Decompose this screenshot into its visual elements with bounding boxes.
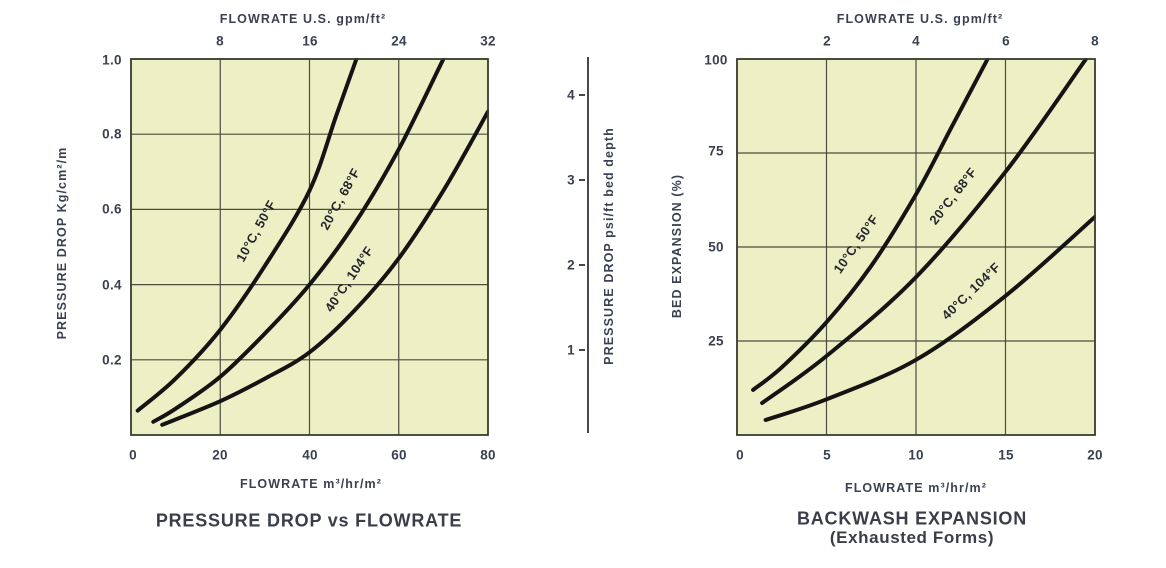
- left-chart-y-tick: 0.8: [102, 126, 122, 142]
- left-chart-x-tick: 40: [302, 447, 318, 463]
- left-chart-y-tick: 0.2: [102, 352, 122, 368]
- psi-tick-mark: [579, 179, 585, 181]
- left-chart-x-tick: 80: [480, 447, 496, 463]
- left-chart-top-axis-title: FLOWRATE U.S. gpm/ft²: [219, 12, 387, 26]
- right-chart-y-axis-title: BED EXPANSION (%): [670, 173, 684, 319]
- left-chart-top-tick: 16: [302, 33, 318, 49]
- right-chart-top-axis-title: FLOWRATE U.S. gpm/ft²: [836, 12, 1004, 26]
- right-chart-top-tick: 2: [823, 33, 831, 49]
- left-chart-y-tick: 0.4: [102, 277, 122, 293]
- psi-tick-mark: [579, 349, 585, 351]
- right-chart-y-tick: 100: [704, 52, 728, 68]
- psi-axis-tick: 1: [567, 342, 575, 358]
- psi-axis-tick: 2: [567, 257, 575, 273]
- right-chart-x-tick: 10: [908, 447, 924, 463]
- left-chart-x-tick: 20: [212, 447, 228, 463]
- right-chart-x-tick: 5: [823, 447, 831, 463]
- left-chart-y-tick: 1.0: [102, 52, 122, 68]
- right-chart-y-tick: 25: [708, 333, 724, 349]
- psi-axis-tick: 4: [567, 87, 575, 103]
- left-chart-x-tick: 0: [129, 447, 137, 463]
- right-chart-x-tick: 20: [1087, 447, 1103, 463]
- left-chart-y-axis-title: PRESSURE DROP Kg/cm²/m: [55, 146, 69, 340]
- right-chart-top-tick: 8: [1091, 33, 1099, 49]
- right-chart-title-line2: (Exhausted Forms): [829, 528, 995, 547]
- left-chart-top-tick: 32: [480, 33, 496, 49]
- psi-axis-line: [587, 57, 589, 433]
- right-chart-title-line1: BACKWASH EXPANSION: [796, 508, 1028, 529]
- left-chart-top-tick: 24: [391, 33, 407, 49]
- left-chart-top-tick: 8: [216, 33, 224, 49]
- right-chart-top-tick: 6: [1002, 33, 1010, 49]
- left-chart-title: PRESSURE DROP vs FLOWRATE: [155, 510, 463, 531]
- psi-tick-mark: [579, 94, 585, 96]
- pressure-drop-plot: [130, 58, 489, 436]
- left-chart-bottom-axis-title: FLOWRATE m³/hr/m²: [239, 477, 383, 491]
- psi-tick-mark: [579, 264, 585, 266]
- right-chart-y-tick: 75: [708, 143, 724, 159]
- psi-axis-tick: 3: [567, 172, 575, 188]
- right-chart-y-tick: 50: [708, 239, 724, 255]
- right-chart-x-tick: 15: [998, 447, 1014, 463]
- left-chart-y-tick: 0.6: [102, 201, 122, 217]
- left-chart-x-tick: 60: [391, 447, 407, 463]
- backwash-plot: [736, 58, 1096, 436]
- right-chart-bottom-axis-title: FLOWRATE m³/hr/m²: [844, 481, 988, 495]
- psi-axis-title: PRESSURE DROP psi/ft bed depth: [602, 127, 616, 365]
- right-chart-x-tick: 0: [736, 447, 744, 463]
- right-chart-top-tick: 4: [912, 33, 920, 49]
